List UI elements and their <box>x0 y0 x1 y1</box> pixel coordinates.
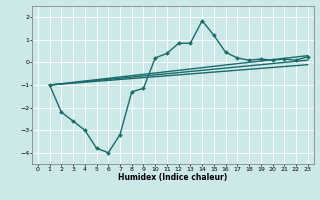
X-axis label: Humidex (Indice chaleur): Humidex (Indice chaleur) <box>118 173 228 182</box>
